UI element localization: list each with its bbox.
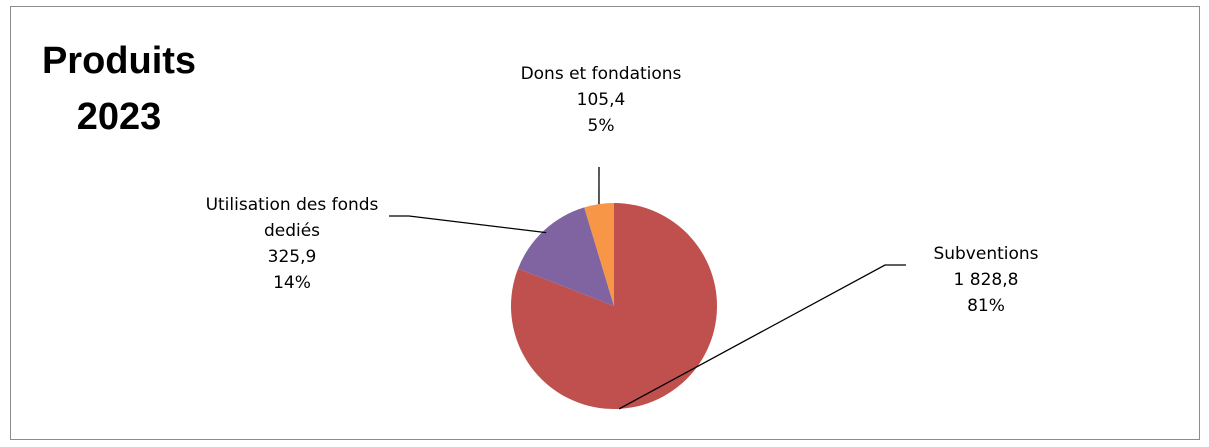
slice-percent: 14% [273, 273, 311, 293]
pie-chart [389, 166, 906, 410]
data-label-utilisation-des-fonds: Utilisation des fonds dediés 325,9 14% [161, 192, 423, 296]
pie-slice-utilisation-des-fonds-dedi-s [518, 207, 614, 306]
slice-value: 325,9 [267, 247, 317, 267]
chart-title-line-1: Produits [41, 40, 197, 82]
slice-percent: 5% [587, 116, 615, 136]
leader-line-utilisation-des-fonds-dedi-s [389, 215, 547, 234]
slice-percent: 81% [967, 296, 1005, 316]
pie-slice-dons-et-fondations [584, 203, 614, 306]
slice-name: Subventions [933, 244, 1039, 264]
slice-name: Dons et fondations [520, 64, 682, 84]
slice-value: 105,4 [576, 90, 626, 110]
data-label-dons-et-fondations: Dons et fondations 105,4 5% [473, 61, 729, 139]
slice-name: Utilisation des fonds dediés [205, 195, 379, 241]
chart-area: Produits 2023 Dons et fondations 105,4 5… [10, 6, 1200, 440]
chart-title-line-2: 2023 [76, 96, 162, 138]
pie-slice-subventions [510, 203, 717, 409]
data-label-subventions: Subventions 1 828,8 81% [891, 241, 1081, 319]
leader-line-subventions [618, 264, 906, 410]
chart-title: Produits 2023 [29, 33, 209, 145]
slice-value: 1 828,8 [953, 270, 1019, 290]
